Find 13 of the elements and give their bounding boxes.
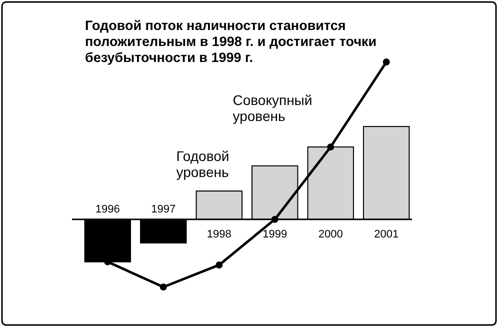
- x-tick-label: 1998: [206, 228, 232, 240]
- series-label: Совокупный уровень: [232, 92, 312, 124]
- chart-title: Годовой поток наличности становится положительным в 1998 г. и достигает точки безубыточности в 1999 г.: [85, 18, 377, 65]
- point: [327, 143, 334, 150]
- x-tick-label: 1997: [151, 203, 176, 216]
- series-label: Годовой уровень: [176, 148, 230, 180]
- x-tick-label: 2001: [374, 228, 399, 240]
- point: [160, 284, 167, 290]
- x-tick-label: 2000: [318, 228, 343, 240]
- x-tick-label: 1996: [95, 203, 120, 216]
- point: [382, 58, 390, 66]
- x-tick-label: 1999: [262, 228, 288, 240]
- point: [216, 261, 223, 268]
